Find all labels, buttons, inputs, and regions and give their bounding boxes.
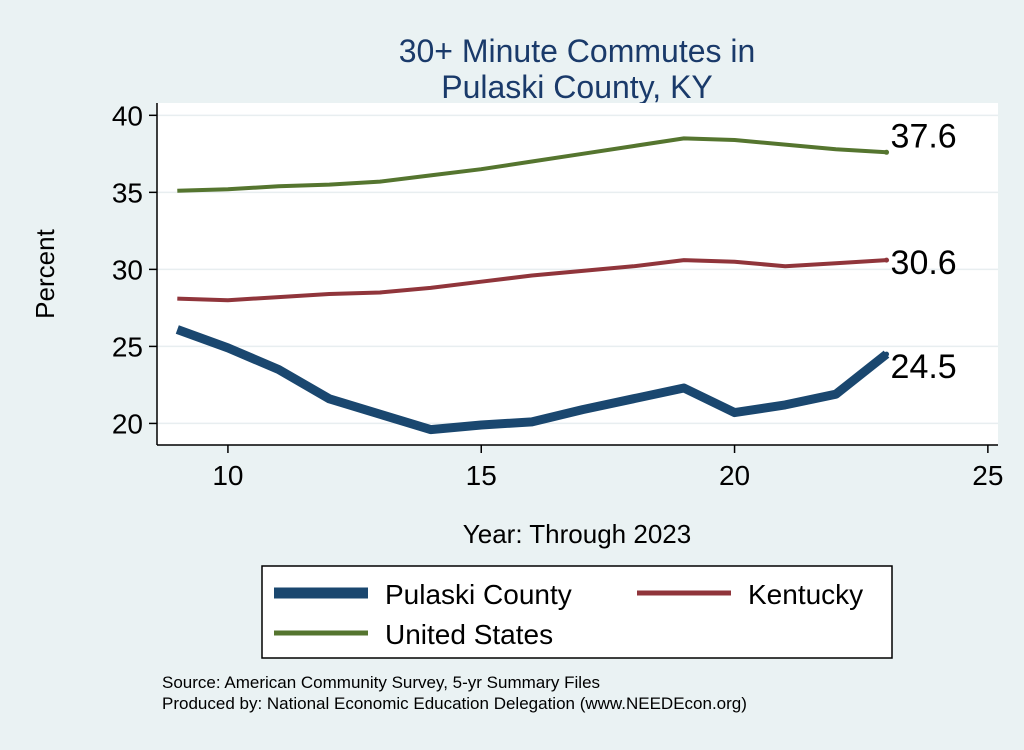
series-line-united-states xyxy=(177,136,887,193)
x-tick-label-25: 25 xyxy=(972,460,1003,491)
chart-title-line-2: Pulaski County, KY xyxy=(441,69,713,105)
axes-layer: 20 25 30 35 40 10 15 20 25 xyxy=(112,100,1004,491)
plot-area xyxy=(157,103,998,445)
y-tick-label-20: 20 xyxy=(112,408,143,439)
x-tick-label-20: 20 xyxy=(719,460,750,491)
series-line-pulaski-county xyxy=(175,325,890,435)
x-axis-title: Year: Through 2023 xyxy=(463,519,691,549)
y-tick-label-25: 25 xyxy=(112,331,143,362)
series-end-point-united-states xyxy=(884,149,890,155)
legend: Pulaski County Kentucky United States xyxy=(261,565,893,659)
legend-box xyxy=(261,565,893,659)
x-tick-label-10: 10 xyxy=(212,460,243,491)
series-end-point-kentucky xyxy=(884,257,890,263)
legend-label-us: United States xyxy=(385,619,553,650)
y-axis-title: Percent xyxy=(30,228,60,318)
chart-title-line-1: 30+ Minute Commutes in xyxy=(399,33,756,69)
source-note: Source: American Community Survey, 5-yr … xyxy=(162,673,600,692)
labels-layer: 24.5 30.6 37.6 xyxy=(891,117,957,386)
end-label-kentucky: 30.6 xyxy=(891,244,957,282)
end-label-pulaski-county: 24.5 xyxy=(891,348,957,386)
y-tick-label-30: 30 xyxy=(112,254,143,285)
producer-note: Produced by: National Economic Education… xyxy=(162,694,747,713)
y-tick-label-40: 40 xyxy=(112,100,143,131)
legend-label-pulaski: Pulaski County xyxy=(385,579,572,610)
y-tick-label-35: 35 xyxy=(112,177,143,208)
series-end-point-pulaski-county xyxy=(884,351,890,357)
x-tick-label-15: 15 xyxy=(466,460,497,491)
legend-label-kentucky: Kentucky xyxy=(748,579,863,610)
series-layer xyxy=(175,136,890,435)
end-label-united-states: 37.6 xyxy=(891,117,957,155)
series-line-kentucky xyxy=(177,258,887,303)
